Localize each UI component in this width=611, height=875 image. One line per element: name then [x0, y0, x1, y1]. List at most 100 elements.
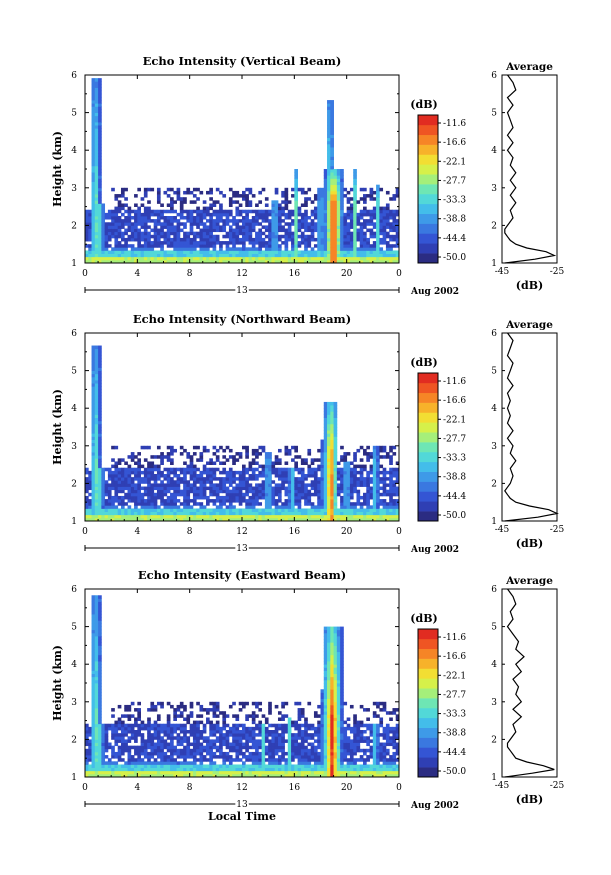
average-y-tick-label: 6	[491, 585, 497, 595]
colorbar-tick-label: -50.0	[443, 767, 466, 777]
colorbar-unit: (dB)	[410, 612, 437, 625]
average-y-tick-label: 3	[491, 184, 497, 194]
colorbar-swatch	[418, 658, 438, 669]
colorbar-swatch	[418, 451, 438, 463]
colorbar-swatch	[418, 442, 438, 453]
colorbar-unit: (dB)	[410, 98, 437, 111]
y-tick-label: 4	[71, 404, 77, 414]
x-tick-label: 16	[289, 783, 301, 793]
x-tick-label: 8	[187, 527, 193, 537]
colorbar-swatch	[418, 767, 438, 778]
colorbar-swatch	[418, 412, 438, 423]
average-profile-line	[504, 588, 555, 778]
average-x-label: (dB)	[516, 537, 543, 550]
average-y-tick-label: 2	[491, 479, 497, 489]
x-tick-label: 4	[134, 269, 140, 279]
average-title: Average	[505, 61, 553, 73]
colorbar-swatch	[418, 757, 438, 768]
average-x-tick-label: -25	[550, 267, 565, 277]
average-panel: Average 1 2 3 4 5 6 -45 -25 (dB)	[491, 61, 564, 292]
colorbar-swatch	[418, 638, 438, 650]
x-tick-label: 20	[341, 527, 353, 537]
x-tick-label: 0	[82, 269, 88, 279]
average-frame	[501, 332, 558, 522]
average-y-tick-label: 6	[491, 329, 497, 339]
x-tick-label: 4	[134, 527, 140, 537]
colorbar-swatch	[418, 481, 438, 492]
average-y-tick-label: 4	[491, 660, 497, 670]
x-axis-label: Local Time	[208, 810, 276, 823]
x-tick-label: 0	[82, 783, 88, 793]
colorbar-swatch	[418, 717, 438, 728]
heatmap-cells	[85, 78, 400, 264]
x-tick-label: 20	[341, 269, 353, 279]
colorbar-swatch	[418, 707, 438, 719]
colorbar-tick-label: -11.6	[443, 119, 466, 129]
colorbar-swatch	[418, 471, 438, 482]
colorbar-tick-label: -33.3	[443, 454, 466, 464]
day-label: 13	[236, 544, 248, 554]
heatmap-cells	[85, 345, 400, 522]
colorbar-tick-label: -22.1	[443, 157, 466, 167]
y-tick-label: 5	[71, 367, 77, 377]
average-panel: Average 1 2 3 4 5 6 -45 -25 (dB)	[491, 319, 564, 550]
average-title: Average	[505, 575, 553, 587]
average-y-tick-label: 1	[491, 773, 497, 783]
colorbar-swatch	[418, 698, 438, 709]
y-tick-label: 2	[71, 479, 77, 489]
colorbar: -11.6 -16.6 -22.1 -27.7 -33.3 -38.8 -44.4 -50.0	[417, 372, 466, 522]
date-label: Aug 2002	[410, 801, 459, 811]
colorbar-tick-label: -22.1	[443, 671, 466, 681]
colorbar-swatch	[418, 678, 438, 689]
y-tick-label: 6	[71, 329, 77, 339]
colorbar-tick-label: -50.0	[443, 511, 466, 521]
colorbar-swatch	[418, 648, 438, 659]
average-y-tick-label: 5	[491, 623, 497, 633]
y-axis-label: Height (km)	[51, 389, 64, 465]
x-tick-label: 0	[396, 783, 402, 793]
y-tick-label: 3	[71, 698, 77, 708]
y-axis-label: Height (km)	[51, 645, 64, 721]
colorbar-tick-label: -11.6	[443, 377, 466, 387]
y-tick-label: 6	[71, 585, 77, 595]
average-frame	[501, 588, 558, 778]
colorbar-swatch	[418, 174, 438, 185]
average-x-label: (dB)	[516, 279, 543, 292]
colorbar-swatch	[418, 164, 438, 175]
y-tick-label: 1	[71, 259, 77, 269]
colorbar-unit: (dB)	[410, 356, 437, 369]
y-tick-label: 3	[71, 184, 77, 194]
date-label: Aug 2002	[410, 545, 459, 555]
y-tick-label: 2	[71, 735, 77, 745]
colorbar-tick-label: -16.6	[443, 652, 466, 662]
colorbar-swatch	[418, 253, 438, 264]
average-y-tick-label: 1	[491, 517, 497, 527]
colorbar-swatch	[418, 422, 438, 433]
colorbar: -11.6 -16.6 -22.1 -27.7 -33.3 -38.8 -44.4 -50.0	[417, 628, 466, 778]
x-tick-label: 8	[187, 269, 193, 279]
x-tick-label: 12	[236, 269, 247, 279]
day-label: 13	[236, 800, 248, 810]
colorbar-swatch	[418, 233, 438, 244]
x-tick-label: 0	[396, 527, 402, 537]
average-x-tick-label: -45	[495, 525, 510, 535]
average-panel: Average 1 2 3 4 5 6 -45 -25 (dB)	[491, 575, 564, 806]
panel-title: Echo Intensity (Northward Beam)	[133, 312, 351, 326]
colorbar-tick-label: -16.6	[443, 138, 466, 148]
heatmap-cells	[85, 595, 400, 778]
colorbar-swatch	[418, 382, 438, 394]
colorbar-tick-label: -16.6	[443, 396, 466, 406]
average-y-tick-label: 3	[491, 698, 497, 708]
x-tick-label: 12	[236, 527, 247, 537]
colorbar-swatch	[418, 213, 438, 224]
colorbar-tick-label: -11.6	[443, 633, 466, 643]
colorbar-swatch	[418, 402, 438, 413]
colorbar-swatch	[418, 154, 438, 165]
colorbar-tick-label: -38.8	[443, 473, 466, 483]
colorbar-swatch	[418, 115, 438, 126]
colorbar-swatch	[418, 501, 438, 512]
average-y-tick-label: 5	[491, 109, 497, 119]
